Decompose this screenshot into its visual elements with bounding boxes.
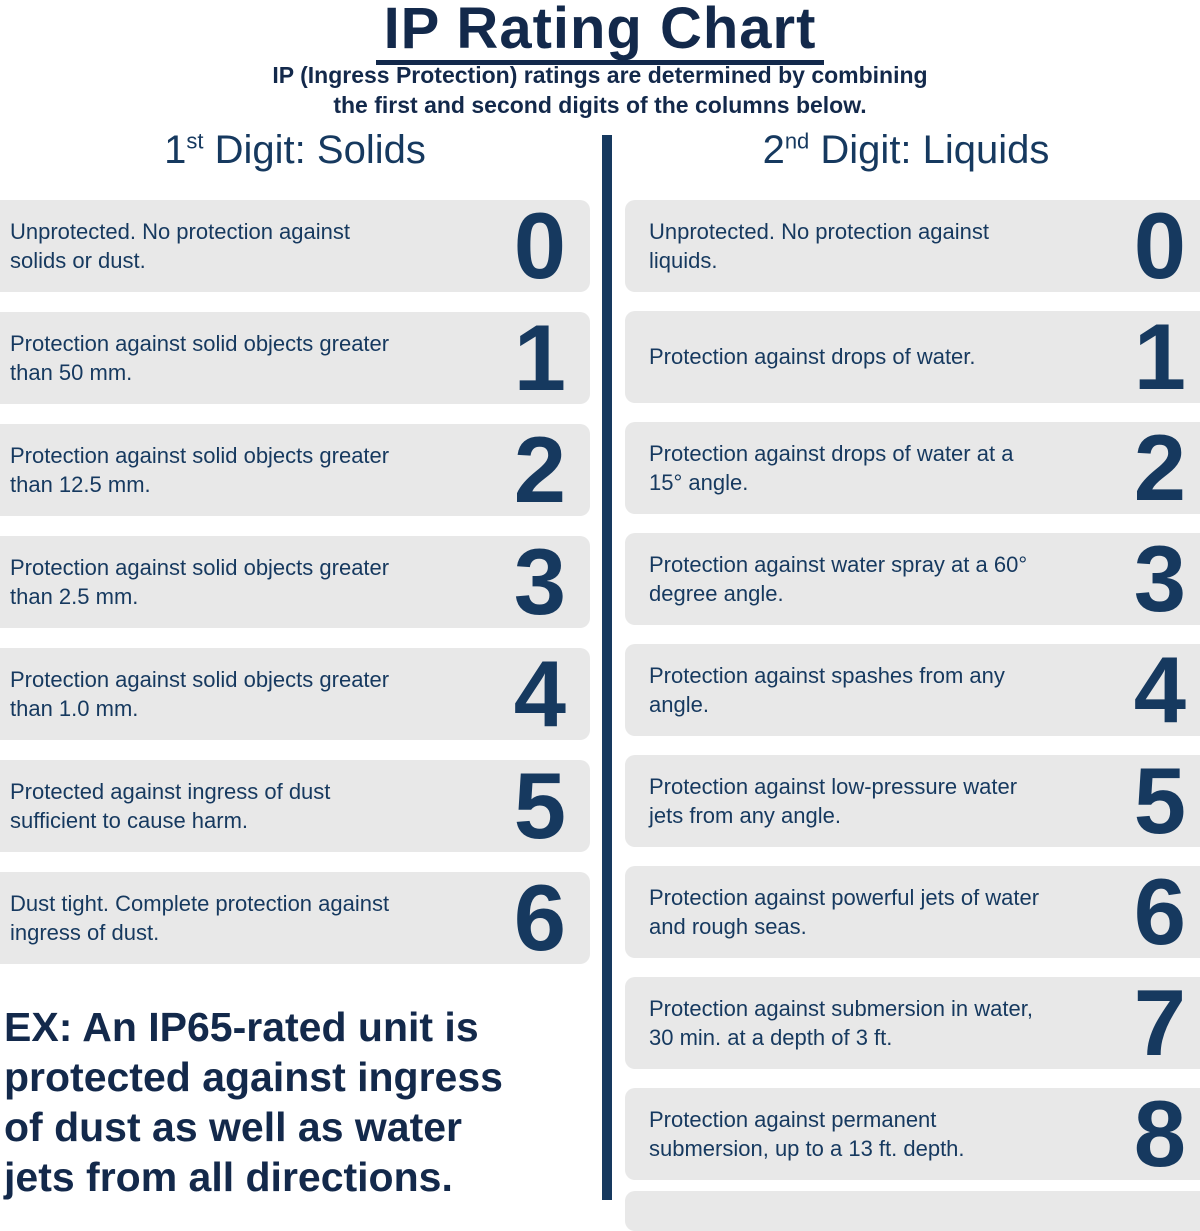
- rating-row: Protection against solid objects greater…: [0, 529, 590, 634]
- rating-row: Protection against solid objects greater…: [0, 305, 590, 410]
- rating-row: Unprotected. No protection against solid…: [0, 193, 590, 298]
- rating-description: Protection against water spray at a 60° …: [649, 551, 1028, 606]
- rating-digit: 3: [513, 529, 566, 634]
- heading-number: 2: [762, 128, 785, 172]
- solids-row-list: Unprotected. No protection against solid…: [0, 193, 590, 970]
- page-subtitle: IP (Ingress Protection) ratings are dete…: [0, 60, 1200, 121]
- heading-text: Digit: Solids: [203, 128, 426, 172]
- rating-description: Protection against spashes from any angl…: [649, 662, 1005, 717]
- heading-number: 1: [164, 128, 187, 172]
- rating-digit: 1: [513, 305, 566, 410]
- example-line-2: protected against ingress: [4, 1054, 503, 1101]
- rating-row: Protection against solid objects greater…: [0, 641, 590, 746]
- rating-digit: 5: [513, 753, 566, 858]
- rating-row: Protected against ingress of dust suffic…: [0, 753, 590, 858]
- rating-row: Dust tight. Complete protection against …: [0, 865, 590, 970]
- rating-description: Unprotected. No protection against liqui…: [649, 218, 989, 273]
- rating-description: Protection against permanent submersion,…: [649, 1106, 965, 1161]
- rating-row: Protection against low-pressure water je…: [625, 748, 1200, 853]
- rating-digit: 0: [1133, 193, 1186, 298]
- header: IP Rating Chart: [0, 0, 1200, 65]
- example-line-3: of dust as well as water: [4, 1104, 462, 1151]
- rating-description: Unprotected. No protection against solid…: [10, 218, 350, 273]
- rating-description: Protection against drops of water at a 1…: [649, 440, 1014, 495]
- heading-ordinal: st: [186, 128, 204, 154]
- rating-description: Protection against powerful jets of wate…: [649, 884, 1040, 939]
- rating-digit: 7: [1133, 970, 1186, 1075]
- cutoff-row: [625, 1191, 1200, 1231]
- rating-row: Protection against powerful jets of wate…: [625, 859, 1200, 964]
- rating-description: Protection against solid objects greater…: [10, 442, 390, 497]
- rating-digit: 0: [513, 193, 566, 298]
- rating-row: Protection against drops of water at a 1…: [625, 415, 1200, 520]
- liquids-row-list: Unprotected. No protection against liqui…: [625, 193, 1200, 1186]
- rating-digit: 1: [1133, 304, 1186, 409]
- heading-text: Digit: Liquids: [809, 128, 1050, 172]
- rating-description: Protection against solid objects greater…: [10, 666, 390, 721]
- rating-digit: 4: [513, 641, 566, 746]
- rating-description: Protection against solid objects greater…: [10, 554, 390, 609]
- rating-row: Protection against solid objects greater…: [0, 417, 590, 522]
- rating-description: Protection against submersion in water, …: [649, 995, 1033, 1050]
- rating-digit: 3: [1133, 526, 1186, 631]
- rating-row: Protection against spashes from any angl…: [625, 637, 1200, 742]
- rating-row: Protection against permanent submersion,…: [625, 1081, 1200, 1186]
- rating-digit: 2: [1133, 415, 1186, 520]
- example-note: EX: An IP65-rated unit is protected agai…: [4, 1002, 604, 1202]
- page-title: IP Rating Chart: [375, 0, 825, 65]
- liquids-column-heading: 2nd Digit: Liquids: [612, 128, 1200, 172]
- rating-digit: 2: [513, 417, 566, 522]
- heading-ordinal: nd: [784, 128, 810, 154]
- column-divider: [602, 135, 612, 1200]
- rating-digit: 8: [1133, 1081, 1186, 1186]
- rating-description: Dust tight. Complete protection against …: [10, 890, 390, 945]
- subtitle-line-2: the first and second digits of the colum…: [333, 92, 867, 119]
- rating-description: Protection against low-pressure water je…: [649, 773, 1018, 828]
- rating-digit: 4: [1133, 637, 1186, 742]
- rating-description: Protection against drops of water.: [649, 344, 976, 370]
- rating-row: Protection against submersion in water, …: [625, 970, 1200, 1075]
- rating-row: Protection against water spray at a 60° …: [625, 526, 1200, 631]
- rating-digit: 6: [1133, 859, 1186, 964]
- example-line-1: EX: An IP65-rated unit is: [4, 1004, 479, 1050]
- rating-digit: 6: [513, 865, 566, 970]
- rating-digit: 5: [1133, 748, 1186, 853]
- rating-description: Protection against solid objects greater…: [10, 330, 390, 385]
- rating-description: Protected against ingress of dust suffic…: [10, 778, 331, 833]
- rating-row: Unprotected. No protection against liqui…: [625, 193, 1200, 298]
- solids-column-heading: 1st Digit: Solids: [0, 128, 590, 172]
- subtitle-line-1: IP (Ingress Protection) ratings are dete…: [272, 62, 928, 88]
- rating-row: Protection against drops of water. 1: [625, 304, 1200, 409]
- example-line-4: jets from all directions.: [4, 1154, 453, 1201]
